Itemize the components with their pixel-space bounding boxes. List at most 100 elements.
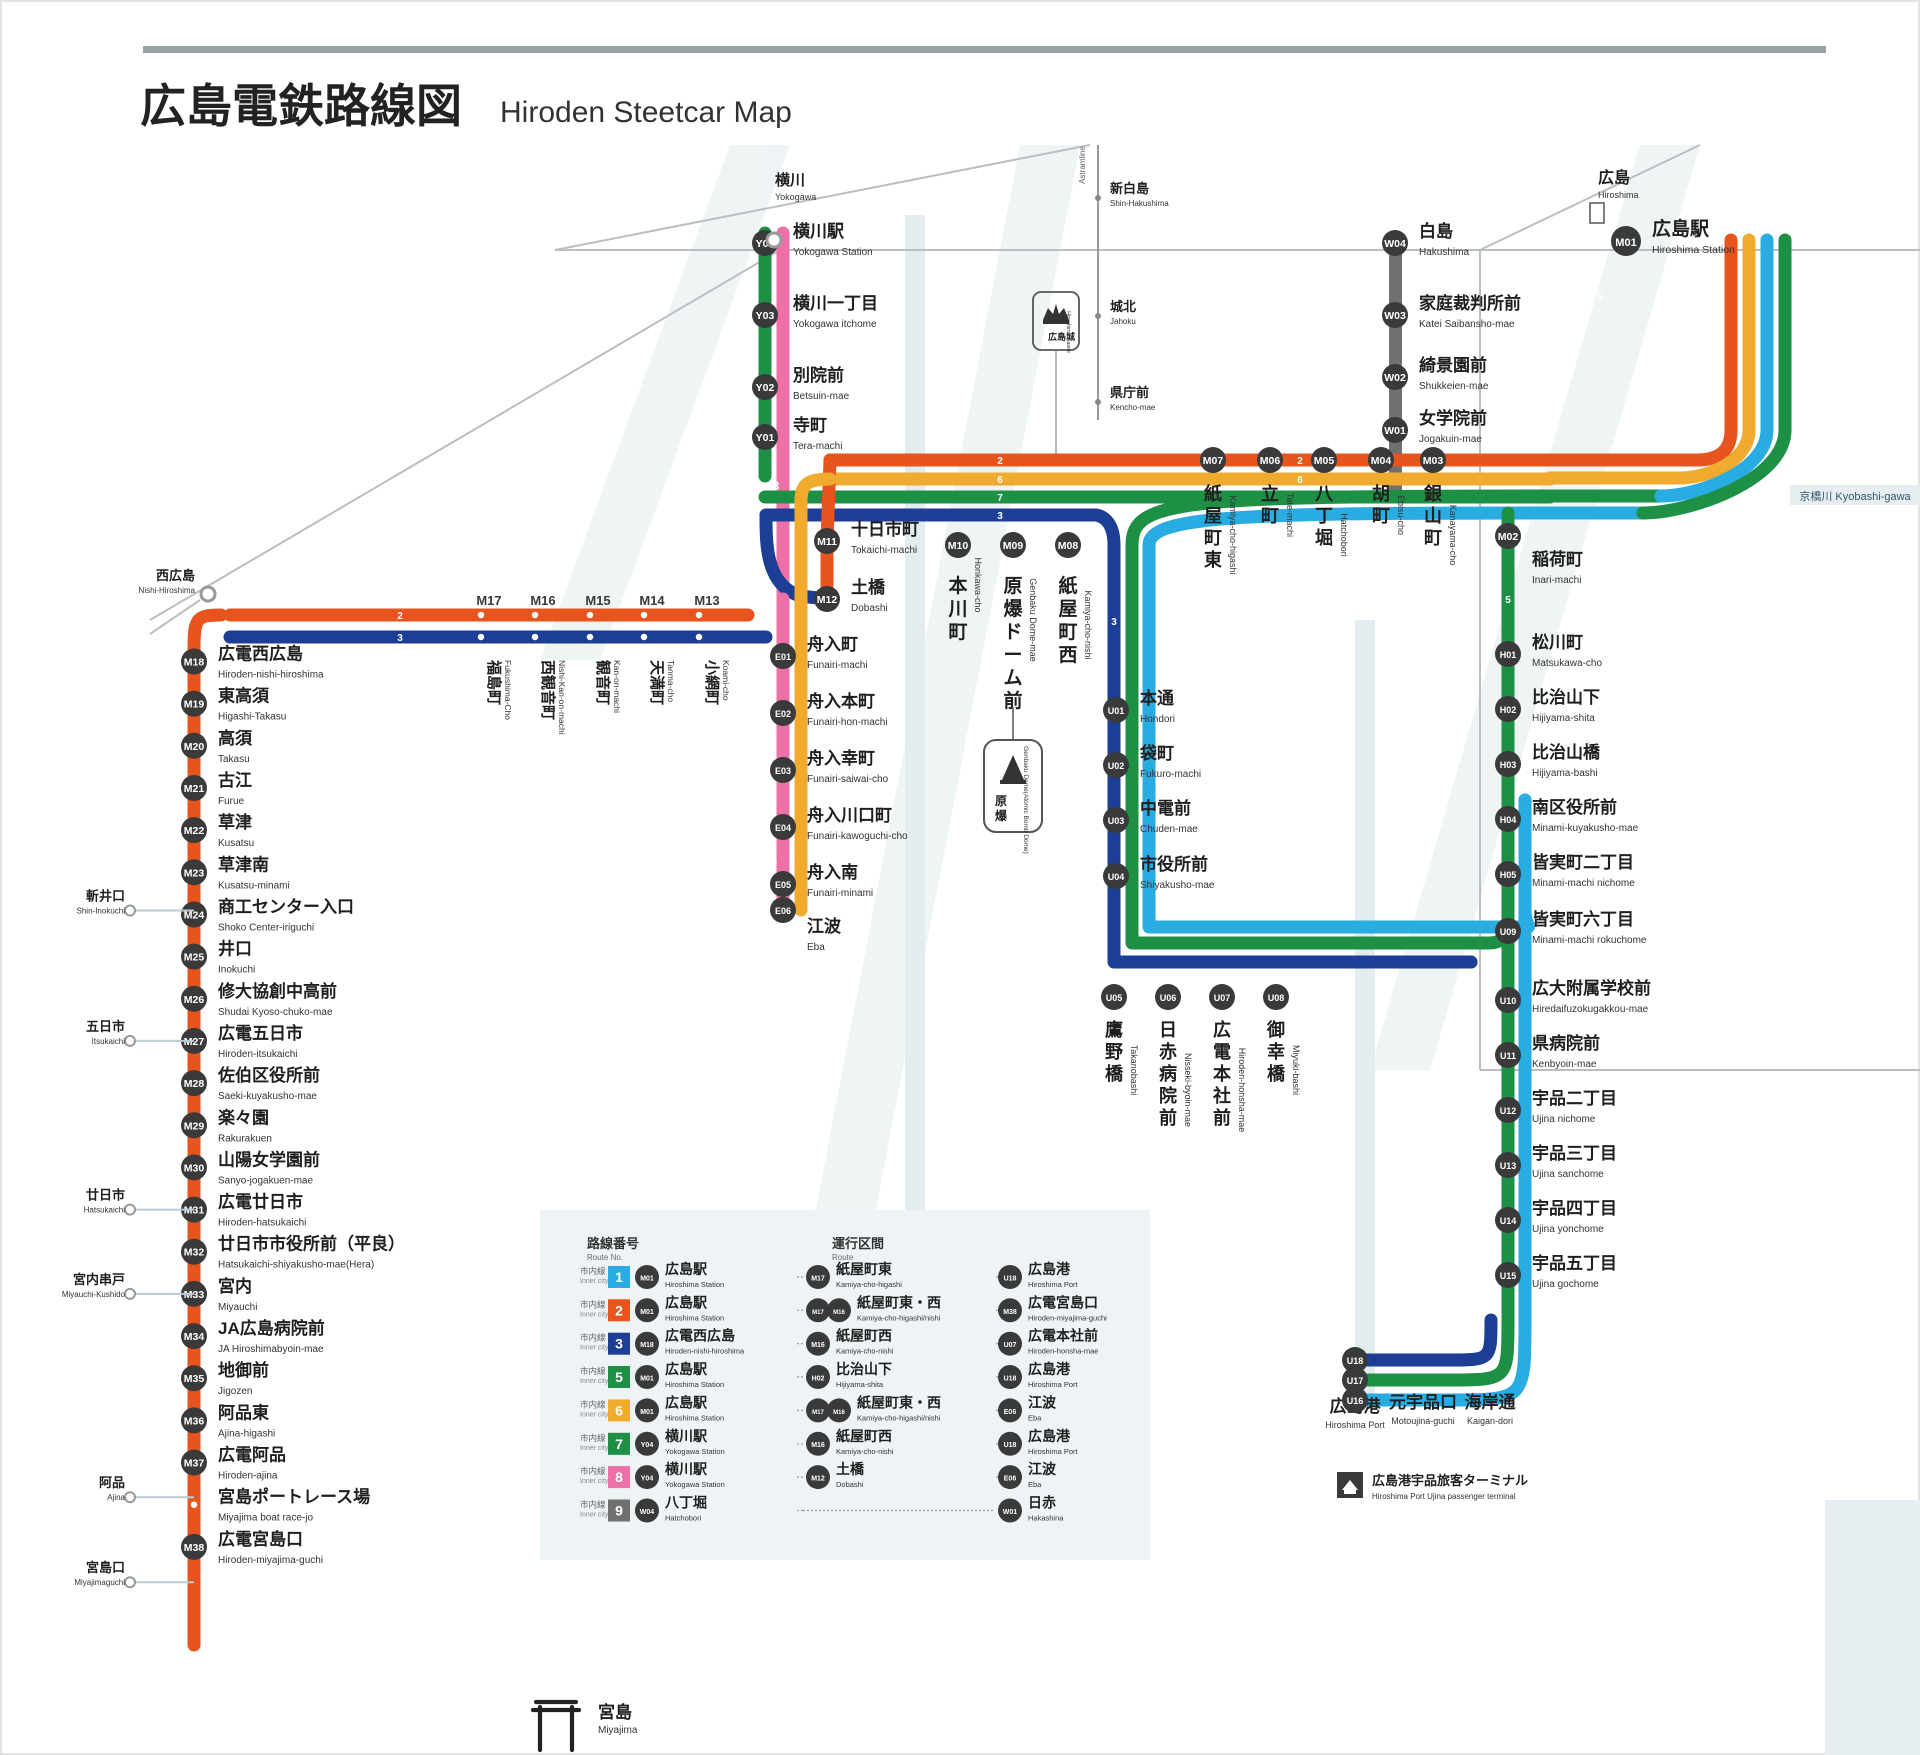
- svg-text:広島電鉄路線図: 広島電鉄路線図: [140, 80, 462, 132]
- svg-text:E06: E06: [1004, 1476, 1017, 1483]
- svg-text:八: 八: [1315, 484, 1334, 504]
- svg-text:横川駅: 横川駅: [665, 1428, 708, 1444]
- svg-text:Hiroshima Castle: Hiroshima Castle: [1065, 311, 1071, 353]
- svg-text:小網町: 小網町: [703, 660, 721, 705]
- svg-text:草津南: 草津南: [218, 854, 269, 874]
- svg-text:Yokogawa Station: Yokogawa Station: [665, 1480, 725, 1489]
- svg-text:城北: 城北: [1110, 299, 1136, 314]
- svg-text:1: 1: [615, 1269, 623, 1285]
- svg-text:紙屋町西: 紙屋町西: [836, 1328, 892, 1344]
- svg-text:本通: 本通: [1140, 688, 1174, 708]
- svg-text:M26: M26: [184, 994, 205, 1006]
- svg-text:東高須: 東高須: [218, 686, 270, 706]
- svg-text:屋: 屋: [1058, 598, 1077, 620]
- svg-text:2: 2: [1297, 456, 1303, 467]
- svg-text:M17: M17: [476, 593, 501, 608]
- svg-text:M32: M32: [184, 1247, 205, 1259]
- svg-text:紙屋町西: 紙屋町西: [836, 1428, 892, 1444]
- svg-text:舟入川口町: 舟入川口町: [807, 805, 892, 825]
- svg-text:Hijiyama-shita: Hijiyama-shita: [1532, 713, 1595, 724]
- svg-text:町: 町: [1261, 506, 1279, 526]
- svg-text:Nisseki-byoin-mae: Nisseki-byoin-mae: [1183, 1053, 1193, 1127]
- svg-text:広電宮島口: 広電宮島口: [218, 1529, 303, 1549]
- svg-text:Kusatsu: Kusatsu: [218, 838, 254, 849]
- svg-text:別院前: 別院前: [792, 365, 844, 385]
- svg-text:U14: U14: [1500, 1216, 1517, 1226]
- svg-text:土橋: 土橋: [851, 577, 886, 597]
- svg-text:Kenbyoin-mae: Kenbyoin-mae: [1532, 1059, 1597, 1070]
- svg-text:U03: U03: [1108, 816, 1125, 826]
- svg-text:8: 8: [773, 479, 780, 493]
- svg-text:Kamiya-cho-higashi/nishi: Kamiya-cho-higashi/nishi: [857, 1313, 941, 1322]
- svg-text:M15: M15: [585, 593, 610, 608]
- svg-text:Hondori: Hondori: [1140, 714, 1175, 725]
- svg-text:M01: M01: [640, 1409, 654, 1416]
- svg-text:Eba: Eba: [807, 942, 825, 953]
- svg-text:広電西広島: 広電西広島: [665, 1328, 735, 1344]
- svg-text:Funairi-saiwai-cho: Funairi-saiwai-cho: [807, 774, 889, 785]
- svg-text:Ajina-higashi: Ajina-higashi: [218, 1428, 275, 1439]
- svg-text:U18: U18: [1004, 1442, 1017, 1449]
- svg-text:W02: W02: [1384, 372, 1406, 384]
- svg-text:Hiroshima Station: Hiroshima Station: [1652, 244, 1735, 256]
- svg-text:草津: 草津: [218, 812, 252, 832]
- svg-text:宮島口: 宮島口: [86, 1560, 125, 1575]
- svg-text:宮内: 宮内: [218, 1276, 252, 1296]
- svg-text:Y04: Y04: [641, 1442, 654, 1449]
- svg-text:Tokaichi-machi: Tokaichi-machi: [851, 545, 917, 556]
- svg-text:M22: M22: [184, 825, 205, 837]
- svg-text:路線番号: 路線番号: [587, 1236, 639, 1251]
- svg-text:宇品五丁目: 宇品五丁目: [1532, 1253, 1617, 1273]
- svg-text:U12: U12: [1500, 1106, 1517, 1116]
- svg-text:Hiroshima Port: Hiroshima Port: [1028, 1280, 1079, 1289]
- svg-text:Hiroshima Port: Hiroshima Port: [1325, 1420, 1385, 1430]
- svg-text:御: 御: [1266, 1019, 1285, 1040]
- svg-text:Hakashina: Hakashina: [1028, 1514, 1064, 1523]
- svg-text:M01: M01: [640, 1309, 654, 1316]
- svg-text:Kanayama-cho: Kanayama-cho: [1448, 505, 1458, 566]
- svg-text:M23: M23: [184, 867, 205, 879]
- svg-text:Inari-machi: Inari-machi: [1532, 575, 1581, 586]
- svg-text:寺町: 寺町: [793, 415, 827, 435]
- svg-text:広: 広: [1213, 1019, 1231, 1040]
- svg-text:江波: 江波: [807, 916, 842, 936]
- svg-text:宮島ポートレース場: 宮島ポートレース場: [218, 1487, 370, 1507]
- svg-text:Betsuin-mae: Betsuin-mae: [793, 391, 850, 402]
- svg-text:U05: U05: [1106, 993, 1123, 1003]
- svg-text:M04: M04: [1371, 455, 1392, 467]
- svg-text:Hiroshima Station: Hiroshima Station: [665, 1313, 724, 1322]
- svg-text:Yokogawa itchome: Yokogawa itchome: [793, 319, 877, 330]
- svg-text:市内線: 市内線: [580, 1466, 606, 1476]
- svg-text:9: 9: [615, 1503, 623, 1519]
- svg-text:阿品東: 阿品東: [218, 1402, 269, 1422]
- svg-text:2: 2: [615, 1302, 623, 1318]
- svg-text:2: 2: [1543, 291, 1549, 303]
- svg-text:川: 川: [947, 599, 967, 620]
- svg-text:幸: 幸: [1267, 1041, 1285, 1062]
- svg-text:Kencho-mae: Kencho-mae: [1110, 403, 1156, 412]
- svg-text:広島駅: 広島駅: [665, 1394, 708, 1410]
- svg-text:Ujina gochome: Ujina gochome: [1532, 1279, 1599, 1290]
- svg-text:野: 野: [1105, 1042, 1123, 1062]
- svg-text:E04: E04: [775, 823, 791, 833]
- svg-text:Fukushima-Cho: Fukushima-Cho: [503, 660, 513, 720]
- svg-text:Hiroden-honsha-mae: Hiroden-honsha-mae: [1028, 1347, 1098, 1356]
- svg-text:広電阿品: 広電阿品: [218, 1445, 286, 1465]
- svg-text:Funairi-kawoguchi-cho: Funairi-kawoguchi-cho: [807, 831, 908, 842]
- svg-text:町: 町: [1424, 528, 1442, 548]
- svg-text:Takasu: Takasu: [218, 754, 250, 765]
- svg-text:M25: M25: [184, 952, 205, 964]
- svg-text:H02: H02: [812, 1376, 825, 1383]
- svg-text:H04: H04: [1500, 815, 1517, 825]
- svg-text:M35: M35: [184, 1373, 205, 1385]
- svg-text:Miyauchi: Miyauchi: [218, 1302, 257, 1313]
- svg-text:Jahoku: Jahoku: [1110, 317, 1136, 326]
- svg-text:E06: E06: [1004, 1409, 1017, 1416]
- svg-text:Kusatsu-minami: Kusatsu-minami: [218, 880, 290, 891]
- svg-text:爆: 爆: [1003, 598, 1023, 620]
- svg-text:W04: W04: [1384, 238, 1406, 250]
- svg-text:U11: U11: [1500, 1051, 1516, 1061]
- svg-text:町: 町: [1058, 622, 1077, 643]
- svg-text:Hiroshima Port Ujina passenger: Hiroshima Port Ujina passenger terminal: [1372, 1492, 1516, 1501]
- svg-text:Kamiya-cho-higashi: Kamiya-cho-higashi: [836, 1280, 902, 1289]
